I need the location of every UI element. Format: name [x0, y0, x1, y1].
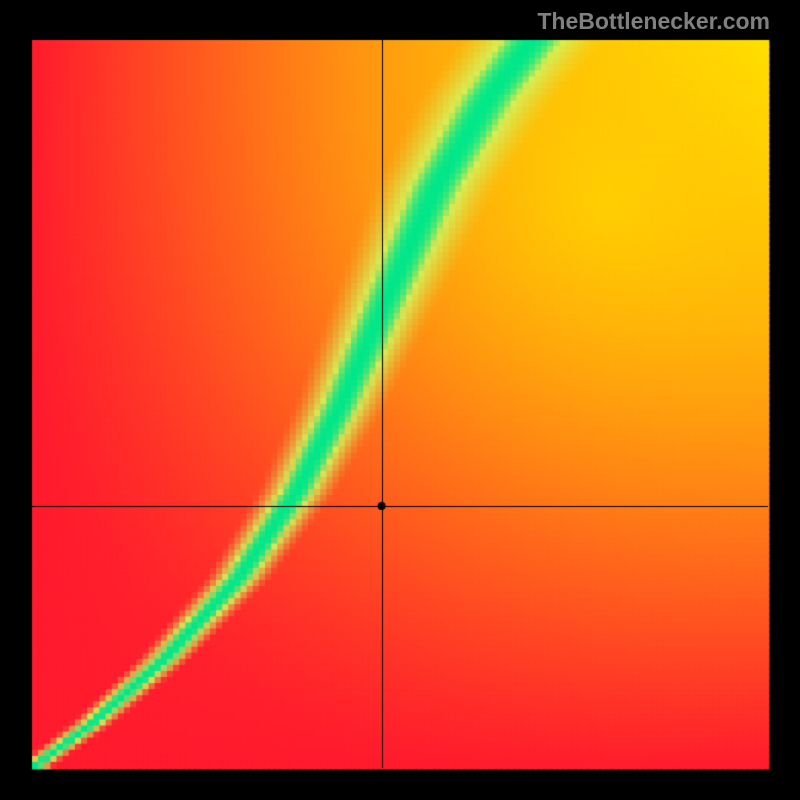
heatmap-canvas — [0, 0, 800, 800]
watermark-text: TheBottlenecker.com — [537, 8, 770, 35]
chart-root: TheBottlenecker.com — [0, 0, 800, 800]
